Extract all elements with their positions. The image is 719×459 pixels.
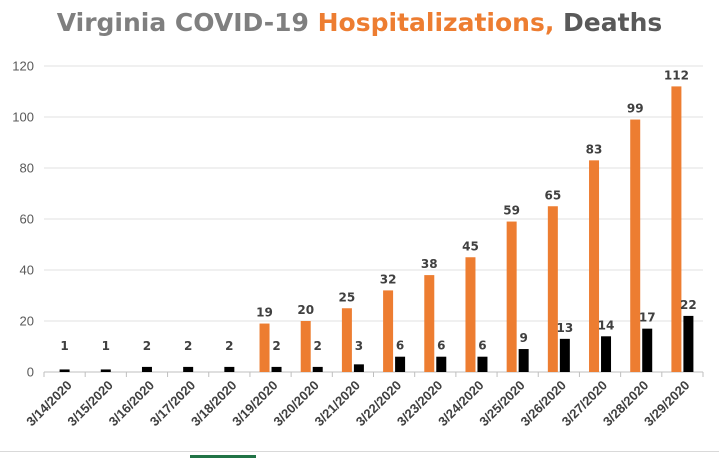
label-hospitalizations-3/19/2020: 19	[256, 306, 273, 320]
label-deaths-3/27/2020: 14	[598, 318, 615, 332]
bar-deaths-3/27/2020	[601, 336, 612, 372]
label-deaths-3/23/2020: 6	[437, 339, 445, 353]
label-hospitalizations-3/20/2020: 20	[297, 303, 314, 317]
y-tick-label-60: 60	[20, 212, 34, 227]
label-hospitalizations-3/27/2020: 83	[586, 142, 603, 156]
title-location: Virginia COVID-19	[56, 8, 309, 37]
bar-hospitalizations-3/28/2020	[630, 119, 641, 372]
bar-deaths-3/18/2020	[224, 366, 235, 372]
bar-deaths-3/14/2020	[59, 369, 70, 372]
y-axis: 0 20 40 60 80 100 120	[12, 59, 34, 380]
bar-deaths-3/24/2020	[477, 356, 488, 372]
bar-deaths-3/20/2020	[312, 366, 323, 372]
bar-hospitalizations-3/27/2020	[589, 160, 600, 372]
label-deaths-3/24/2020: 6	[478, 339, 486, 353]
title-hospitalizations: Hospitalizations,	[317, 8, 555, 37]
bar-hospitalizations-3/19/2020	[259, 323, 270, 372]
title-deaths: Deaths	[563, 8, 663, 37]
bar-hospitalizations-3/24/2020	[465, 257, 476, 372]
label-deaths-3/28/2020: 17	[639, 311, 656, 325]
bar-hospitalizations-3/26/2020	[547, 206, 558, 372]
bar-deaths-3/19/2020	[271, 366, 282, 372]
label-deaths-3/17/2020: 2	[184, 339, 192, 353]
bar-hospitalizations-3/25/2020	[506, 221, 517, 372]
label-deaths-3/18/2020: 2	[225, 339, 233, 353]
bar-deaths-3/22/2020	[395, 356, 406, 372]
label-hospitalizations-3/25/2020: 59	[503, 204, 520, 218]
label-deaths-3/19/2020: 2	[272, 339, 280, 353]
label-hospitalizations-3/22/2020: 32	[380, 272, 397, 286]
label-deaths-3/15/2020: 1	[102, 339, 110, 353]
bar-deaths-3/17/2020	[183, 366, 194, 372]
label-deaths-3/16/2020: 2	[143, 339, 151, 353]
x-axis: 3/14/20203/15/20203/16/20203/17/20203/18…	[23, 378, 692, 430]
label-hospitalizations-3/26/2020: 65	[544, 188, 561, 202]
label-hospitalizations-3/29/2020: 112	[664, 68, 689, 82]
label-deaths-3/20/2020: 2	[314, 339, 322, 353]
bar-hospitalizations-3/23/2020	[424, 275, 435, 372]
sheet-tab-indicator	[190, 455, 256, 458]
label-deaths-3/25/2020: 9	[519, 331, 527, 345]
bar-deaths-3/21/2020	[353, 364, 364, 372]
bar-hospitalizations-3/20/2020	[300, 321, 311, 372]
bar-deaths-3/25/2020	[518, 349, 529, 372]
bar-hospitalizations-3/22/2020	[383, 290, 394, 372]
bar-hospitalizations-3/21/2020	[341, 308, 352, 372]
data-labels: 1 1 2 2 219220225332638645659965138314991711…	[60, 68, 696, 353]
label-deaths-3/14/2020: 1	[60, 339, 68, 353]
bar-deaths-3/16/2020	[141, 366, 152, 372]
label-deaths-3/29/2020: 22	[680, 298, 697, 312]
bar-deaths-3/28/2020	[642, 328, 653, 372]
label-hospitalizations-3/24/2020: 45	[462, 239, 479, 253]
y-tick-label-80: 80	[20, 161, 34, 176]
label-deaths-3/26/2020: 13	[556, 321, 573, 335]
bar-deaths-3/26/2020	[559, 338, 570, 372]
y-tick-label-0: 0	[27, 365, 34, 380]
bars	[59, 86, 694, 373]
label-hospitalizations-3/23/2020: 38	[421, 257, 438, 271]
label-deaths-3/21/2020: 3	[355, 339, 363, 353]
y-tick-label-40: 40	[20, 263, 34, 278]
bar-deaths-3/23/2020	[436, 356, 447, 372]
y-tick-label-120: 120	[12, 59, 34, 74]
label-hospitalizations-3/21/2020: 25	[339, 290, 356, 304]
sheet-bottom-border	[0, 451, 719, 459]
y-tick-label-100: 100	[12, 110, 34, 125]
chart-title: Virginia COVID-19 Hospitalizations, Deat…	[0, 8, 719, 37]
bar-deaths-3/15/2020	[100, 369, 111, 372]
y-tick-label-20: 20	[20, 314, 34, 329]
x-tick-label-3/29/2020: 3/29/2020	[641, 378, 693, 430]
bar-hospitalizations-3/29/2020	[671, 86, 682, 373]
label-deaths-3/22/2020: 6	[396, 339, 404, 353]
label-hospitalizations-3/28/2020: 99	[627, 102, 644, 116]
bar-deaths-3/29/2020	[683, 315, 694, 372]
